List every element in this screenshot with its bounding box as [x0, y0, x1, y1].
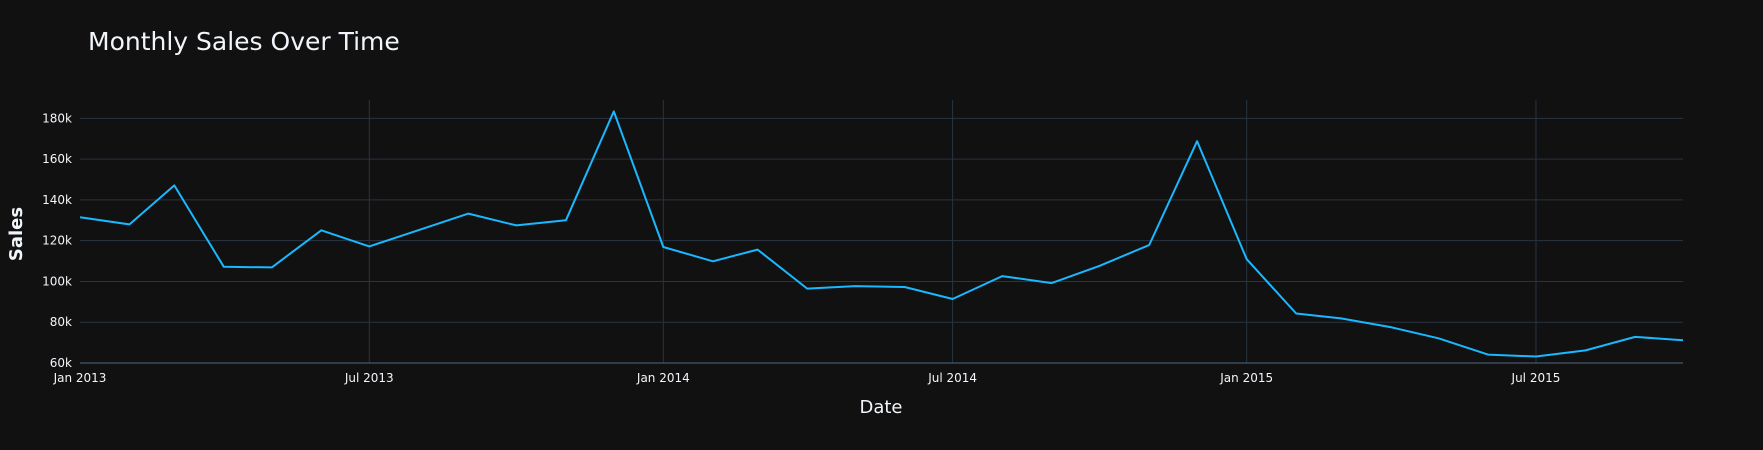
data-point: [1000, 274, 1005, 279]
x-gridlines: [368, 100, 1537, 363]
data-point: [127, 222, 132, 227]
data-point: [416, 228, 421, 233]
y-tick-label: 160k: [42, 152, 72, 166]
x-tick-label: Jul 2014: [927, 371, 977, 385]
data-point: [805, 286, 810, 291]
sales-series-line: [79, 110, 1684, 358]
data-point: [853, 284, 858, 289]
data-point: [1681, 338, 1686, 343]
data-point: [1049, 281, 1054, 286]
y-tick-label: 140k: [42, 193, 72, 207]
data-point: [269, 265, 274, 270]
data-point: [755, 247, 760, 252]
x-tick-label: Jan 2015: [1219, 371, 1273, 385]
y-gridlines: [80, 117, 1683, 364]
data-point: [1097, 263, 1102, 268]
data-point: [1244, 257, 1249, 262]
data-point: [611, 109, 616, 114]
y-tick-label: 180k: [42, 111, 72, 125]
data-point: [1388, 325, 1393, 330]
data-point: [563, 218, 568, 223]
y-axis-title: Sales: [6, 207, 27, 261]
x-tick-labels: Jan 2013 Jul 2013 Jan 2014 Jul 2014 Jan 2015…: [53, 371, 1561, 385]
data-point: [902, 284, 907, 289]
chart-title: Monthly Sales Over Time: [88, 27, 400, 56]
x-tick-label: Jul 2015: [1511, 371, 1561, 385]
data-point: [1338, 316, 1343, 321]
y-tick-labels: 60k 80k 100k 120k 140k 160k 180k: [42, 111, 72, 370]
data-point: [950, 296, 955, 301]
data-point: [367, 244, 372, 249]
data-point: [710, 259, 715, 264]
y-tick-label: 80k: [50, 315, 72, 329]
data-point: [221, 264, 226, 269]
y-tick-label: 120k: [42, 234, 72, 248]
x-tick-label: Jan 2014: [636, 371, 690, 385]
data-point: [514, 223, 519, 228]
data-point: [1195, 139, 1200, 144]
series-layer: [78, 109, 1686, 359]
data-point: [319, 228, 324, 233]
data-point: [661, 244, 666, 249]
data-point: [1486, 352, 1491, 357]
data-point: [78, 215, 83, 220]
data-point: [172, 183, 177, 188]
x-tick-label: Jul 2013: [344, 371, 394, 385]
data-point: [1294, 311, 1299, 316]
data-point: [1533, 354, 1538, 359]
data-point: [1436, 336, 1441, 341]
data-point: [1633, 334, 1638, 339]
y-tick-label: 100k: [42, 274, 72, 288]
x-tick-label: Jan 2013: [53, 371, 107, 385]
x-axis-title: Date: [859, 397, 902, 418]
data-point: [1147, 242, 1152, 247]
y-tick-label: 60k: [50, 356, 72, 370]
data-point: [1583, 348, 1588, 353]
data-point: [466, 211, 471, 216]
